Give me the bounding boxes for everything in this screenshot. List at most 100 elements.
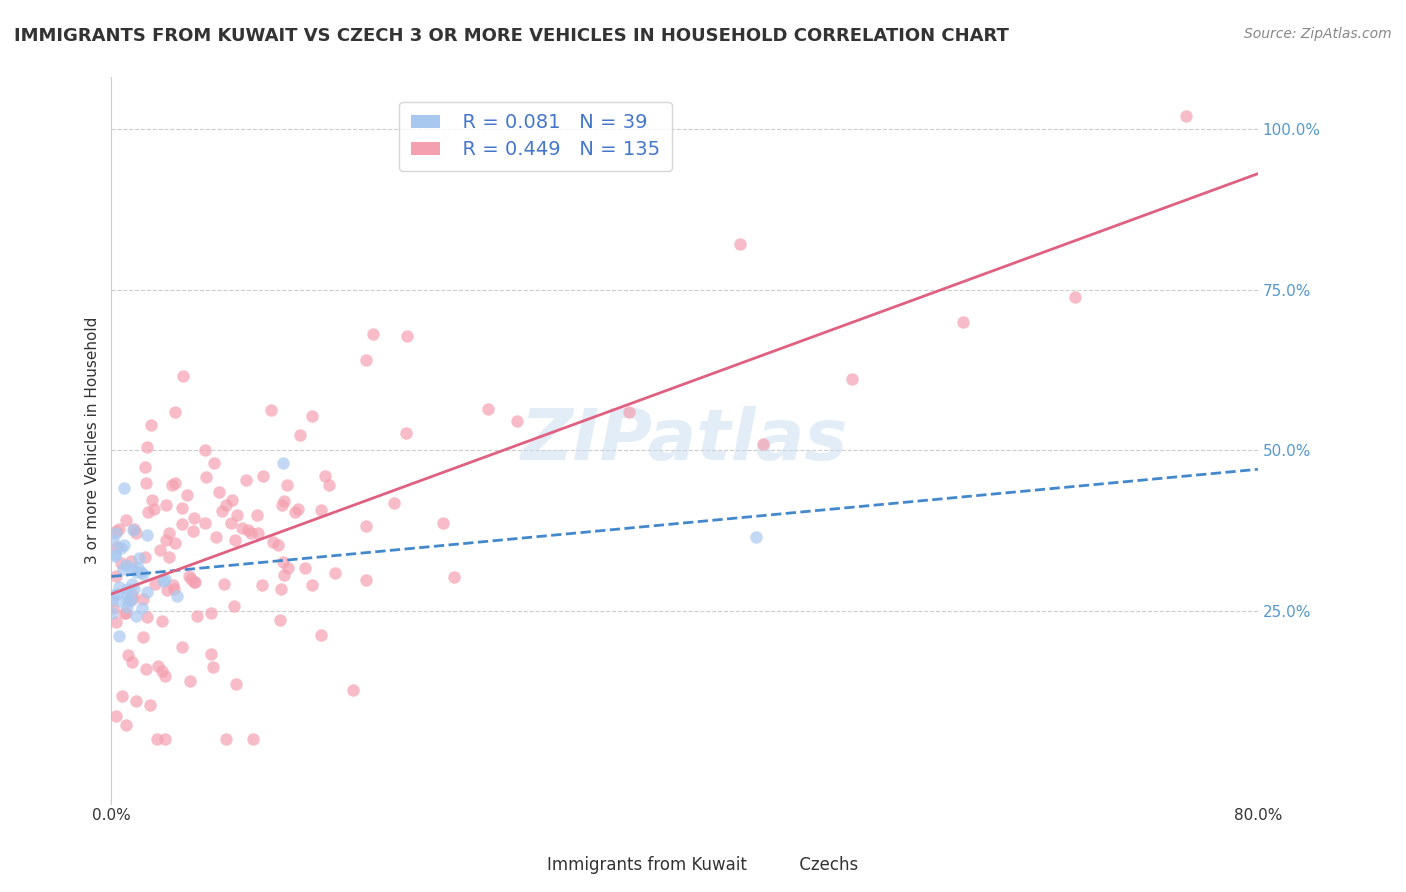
Point bbox=[114, 606, 136, 620]
Point bbox=[730, 236, 752, 251]
Point bbox=[225, 676, 247, 690]
Point bbox=[1063, 290, 1085, 304]
Point bbox=[205, 530, 228, 544]
Point bbox=[117, 600, 139, 615]
Point bbox=[200, 647, 222, 661]
Point bbox=[273, 456, 295, 470]
Point bbox=[135, 528, 157, 542]
Point bbox=[231, 521, 253, 535]
Point bbox=[202, 660, 225, 674]
Point bbox=[841, 372, 863, 386]
Point bbox=[128, 550, 150, 565]
Point bbox=[194, 516, 217, 531]
Point bbox=[443, 569, 465, 583]
Point bbox=[124, 694, 146, 708]
Point bbox=[270, 582, 292, 596]
Point bbox=[163, 476, 186, 491]
Point bbox=[104, 708, 127, 723]
Point bbox=[136, 505, 159, 519]
Point bbox=[273, 567, 295, 582]
Point bbox=[155, 498, 177, 512]
Point bbox=[152, 574, 174, 588]
Point bbox=[108, 629, 131, 643]
Point bbox=[110, 556, 132, 570]
Point bbox=[180, 572, 202, 586]
Point bbox=[157, 550, 180, 565]
Point bbox=[354, 353, 377, 368]
Point bbox=[155, 533, 177, 547]
Point bbox=[160, 477, 183, 491]
Point bbox=[262, 534, 284, 549]
Point bbox=[752, 437, 775, 451]
Point bbox=[395, 425, 418, 440]
Point bbox=[745, 530, 768, 544]
Text: Immigrants from Kuwait          Czechs: Immigrants from Kuwait Czechs bbox=[547, 856, 859, 874]
Point bbox=[166, 589, 188, 603]
Text: IMMIGRANTS FROM KUWAIT VS CZECH 3 OR MORE VEHICLES IN HOUSEHOLD CORRELATION CHAR: IMMIGRANTS FROM KUWAIT VS CZECH 3 OR MOR… bbox=[14, 27, 1010, 45]
Point bbox=[108, 594, 131, 608]
Point bbox=[122, 523, 145, 537]
Point bbox=[354, 573, 377, 587]
Point bbox=[183, 574, 205, 589]
Point bbox=[323, 566, 346, 580]
Point bbox=[110, 541, 132, 556]
Point bbox=[127, 561, 149, 575]
Point bbox=[150, 664, 173, 678]
Point bbox=[120, 553, 142, 567]
Point bbox=[136, 609, 159, 624]
Point bbox=[617, 405, 640, 419]
Point bbox=[121, 591, 143, 606]
Point bbox=[117, 594, 139, 608]
Point bbox=[115, 718, 138, 732]
Text: Source: ZipAtlas.com: Source: ZipAtlas.com bbox=[1244, 27, 1392, 41]
Point bbox=[163, 582, 186, 596]
Point bbox=[134, 549, 156, 564]
Point bbox=[132, 592, 155, 607]
Point bbox=[146, 658, 169, 673]
Point bbox=[202, 456, 225, 470]
Point bbox=[162, 577, 184, 591]
Point bbox=[294, 561, 316, 575]
Point bbox=[318, 478, 340, 492]
Point bbox=[121, 561, 143, 575]
Point bbox=[214, 576, 236, 591]
Point bbox=[224, 533, 246, 548]
Point bbox=[104, 524, 127, 539]
Point bbox=[477, 402, 499, 417]
Point bbox=[309, 503, 332, 517]
Point bbox=[115, 587, 138, 601]
Point bbox=[309, 628, 332, 642]
Point bbox=[131, 630, 153, 644]
Point bbox=[121, 656, 143, 670]
Point bbox=[194, 469, 217, 483]
Point bbox=[506, 414, 529, 428]
Point bbox=[101, 601, 124, 615]
Point bbox=[252, 469, 274, 483]
Point bbox=[125, 609, 148, 624]
Point bbox=[269, 613, 291, 627]
Point bbox=[215, 498, 238, 512]
Point bbox=[301, 578, 323, 592]
Point bbox=[117, 648, 139, 662]
Point bbox=[952, 315, 974, 329]
Point bbox=[301, 409, 323, 423]
Point bbox=[111, 561, 134, 575]
Point bbox=[221, 493, 243, 508]
Point bbox=[396, 328, 419, 343]
Point bbox=[172, 640, 194, 654]
Text: ZIPatlas: ZIPatlas bbox=[522, 406, 848, 475]
Point bbox=[283, 505, 305, 519]
Point bbox=[157, 526, 180, 541]
Point bbox=[143, 501, 166, 516]
Y-axis label: 3 or more Vehicles in Household: 3 or more Vehicles in Household bbox=[86, 317, 100, 565]
Point bbox=[194, 443, 217, 458]
Point bbox=[104, 615, 127, 630]
Point bbox=[122, 522, 145, 536]
Point bbox=[342, 683, 364, 698]
Point bbox=[219, 516, 242, 530]
Point bbox=[121, 588, 143, 602]
Point bbox=[145, 576, 167, 591]
Point bbox=[273, 494, 295, 508]
Point bbox=[112, 538, 135, 552]
Point bbox=[260, 402, 283, 417]
